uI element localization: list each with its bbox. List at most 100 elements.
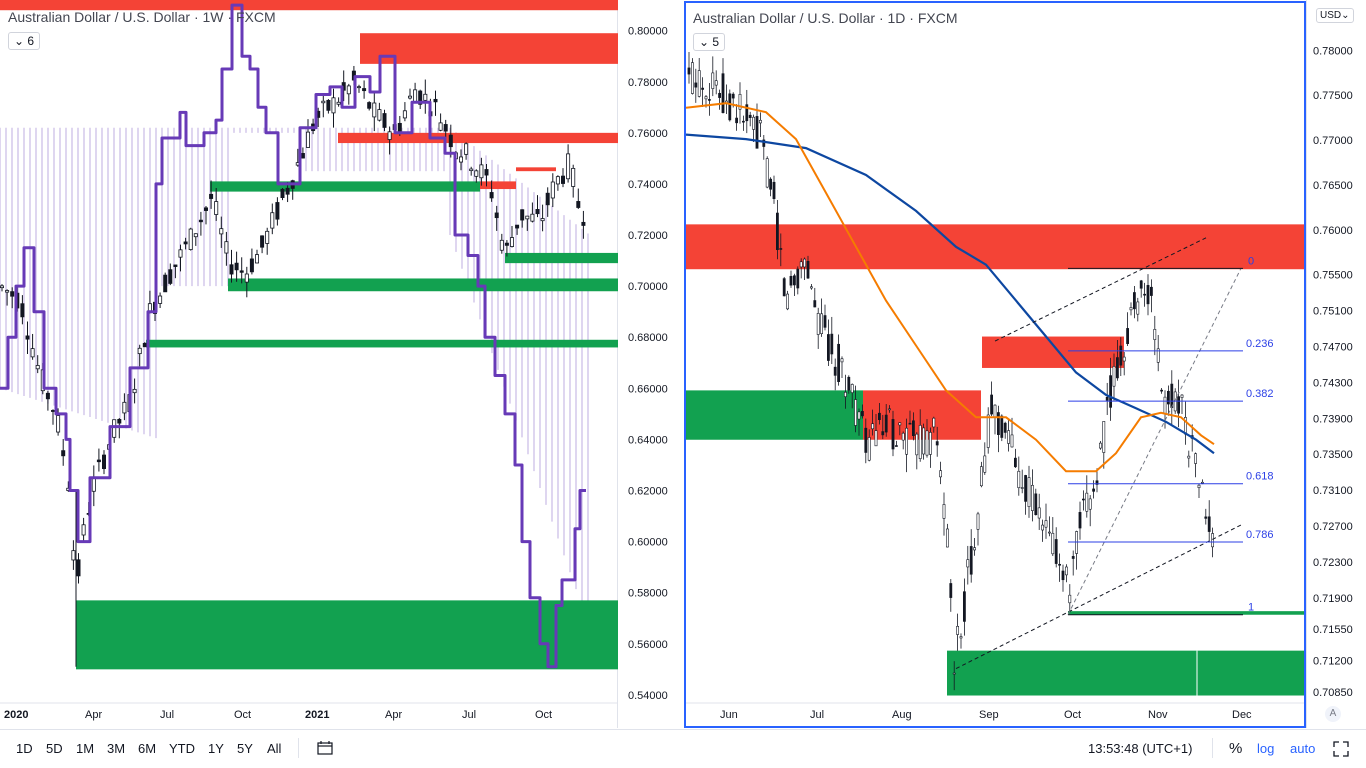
candle-body <box>884 414 888 433</box>
currency-selector[interactable]: USD⌄ <box>1316 8 1354 23</box>
candle-body <box>1166 390 1170 405</box>
candle-body <box>1041 524 1045 531</box>
candle-body <box>755 116 759 149</box>
candle-body <box>356 86 361 89</box>
range-button-ytd[interactable]: YTD <box>169 741 195 756</box>
supply-zone <box>982 336 1124 368</box>
candle-body <box>163 274 168 293</box>
price-tick-label: 0.73500 <box>1313 449 1353 461</box>
range-button-all[interactable]: All <box>267 741 282 756</box>
range-button-3m[interactable]: 3M <box>107 741 126 756</box>
time-axis-label: Jul <box>810 709 824 721</box>
price-tick-label: 0.78000 <box>628 77 668 89</box>
candle-body <box>1146 285 1150 305</box>
candle-body <box>285 187 290 195</box>
candle-body <box>1129 307 1133 311</box>
candle-body <box>711 72 715 89</box>
price-tick-label: 0.73100 <box>1313 485 1353 497</box>
candle-body <box>1061 570 1065 581</box>
candle-body <box>796 268 800 289</box>
candle-body <box>779 248 783 250</box>
candle-body <box>96 459 101 463</box>
right-chart-canvas[interactable]: 0 0.236 0.382 0.618 0.786 1 Jun Jul Aug Sep Oct Nov… <box>686 3 1304 726</box>
candle-body <box>827 334 830 361</box>
candle-body <box>132 388 137 394</box>
range-button-1d[interactable]: 1D <box>16 741 33 756</box>
price-tick-label: 0.58000 <box>628 588 668 600</box>
candle-body <box>229 264 234 275</box>
price-tick-label: 0.66000 <box>628 383 668 395</box>
date-range-icon[interactable] <box>316 739 334 762</box>
price-tick-label: 0.56000 <box>628 639 668 651</box>
candle-body <box>198 219 203 223</box>
fullscreen-icon[interactable] <box>1332 740 1350 763</box>
demand-zone <box>146 339 618 348</box>
demand-zone <box>686 390 863 440</box>
candle-body <box>45 392 50 400</box>
left-interval-selector[interactable]: ⌄ 6 <box>8 32 41 50</box>
right-price-axis[interactable]: 0.78000 0.77500 0.77000 0.76500 0.76000 0.755… <box>1306 0 1366 728</box>
candle-body <box>854 399 858 426</box>
candle-body <box>1119 345 1123 366</box>
candle-body <box>178 249 183 258</box>
time-axis-label: Apr <box>385 709 402 721</box>
currency-value: USD <box>1320 10 1342 21</box>
candle-body <box>494 212 499 219</box>
range-button-1y[interactable]: 1Y <box>208 741 224 756</box>
candle-body <box>464 143 469 155</box>
candle-body <box>183 241 188 245</box>
left-chart-pane[interactable]: 2020 Apr Jul Oct 2021 Apr Jul Oct Australian Do… <box>0 0 618 728</box>
candle-body <box>20 303 25 318</box>
candle-body <box>489 192 494 199</box>
price-tick-label: 0.75500 <box>1313 270 1353 282</box>
candle-body <box>1092 488 1096 492</box>
right-price-axis-labels: 0.78000 0.77500 0.77000 0.76500 0.76000 0.755… <box>1313 45 1353 699</box>
candle-body <box>504 242 509 246</box>
range-button-6m[interactable]: 6M <box>138 741 157 756</box>
candle-body <box>5 290 10 293</box>
time-axis-label: Nov <box>1148 709 1168 721</box>
candle-body <box>479 164 484 179</box>
range-button-5y[interactable]: 5Y <box>237 741 253 756</box>
auto-scale-toggle[interactable]: auto <box>1290 741 1316 756</box>
left-chart-canvas[interactable]: 2020 Apr Jul Oct 2021 Apr Jul Oct <box>0 0 618 728</box>
percent-scale-toggle[interactable]: % <box>1229 740 1243 757</box>
time-axis-label: Apr <box>85 709 102 721</box>
auto-scale-button[interactable]: A <box>1325 706 1341 722</box>
clock-time[interactable]: 13:53:48 (UTC+1) <box>1088 741 1193 756</box>
candle-body <box>857 411 861 420</box>
candle-body <box>367 102 372 109</box>
candle-body <box>782 278 786 297</box>
candle-body <box>1071 556 1075 559</box>
supply-zone <box>338 132 618 144</box>
supply-zone <box>480 181 516 190</box>
candle-body <box>759 119 762 124</box>
time-axis-label: Aug <box>892 709 912 721</box>
price-tick-label: 0.76000 <box>628 128 668 140</box>
price-tick-label: 0.68000 <box>628 332 668 344</box>
candle-body <box>901 432 905 441</box>
demand-zone <box>1068 611 1304 615</box>
candle-body <box>331 97 336 114</box>
candle-body <box>71 550 76 561</box>
right-chart-pane[interactable]: 0 0.236 0.382 0.618 0.786 1 Jun Jul Aug Sep Oct Nov… <box>684 1 1306 728</box>
right-interval-selector[interactable]: ⌄ 5 <box>693 33 726 51</box>
weekly-candles <box>0 65 586 667</box>
candle-body <box>239 270 244 273</box>
candle-body <box>918 425 922 459</box>
time-axis-label: Oct <box>234 709 251 721</box>
range-button-1m[interactable]: 1M <box>76 741 95 756</box>
candle-body <box>1132 292 1136 310</box>
candle-body <box>789 275 793 286</box>
candle-body <box>387 131 392 140</box>
candle-body <box>888 408 892 411</box>
left-price-axis[interactable]: 0.80000 0.78000 0.76000 0.74000 0.72000 0.700… <box>618 0 684 728</box>
candle-body <box>867 437 871 461</box>
candle-body <box>1126 328 1130 344</box>
candle-body <box>1109 375 1113 408</box>
candle-body <box>922 427 926 455</box>
log-scale-toggle[interactable]: log <box>1257 741 1275 756</box>
range-button-5d[interactable]: 5D <box>46 741 63 756</box>
candle-body <box>1136 301 1140 315</box>
candle-body <box>1204 516 1208 519</box>
